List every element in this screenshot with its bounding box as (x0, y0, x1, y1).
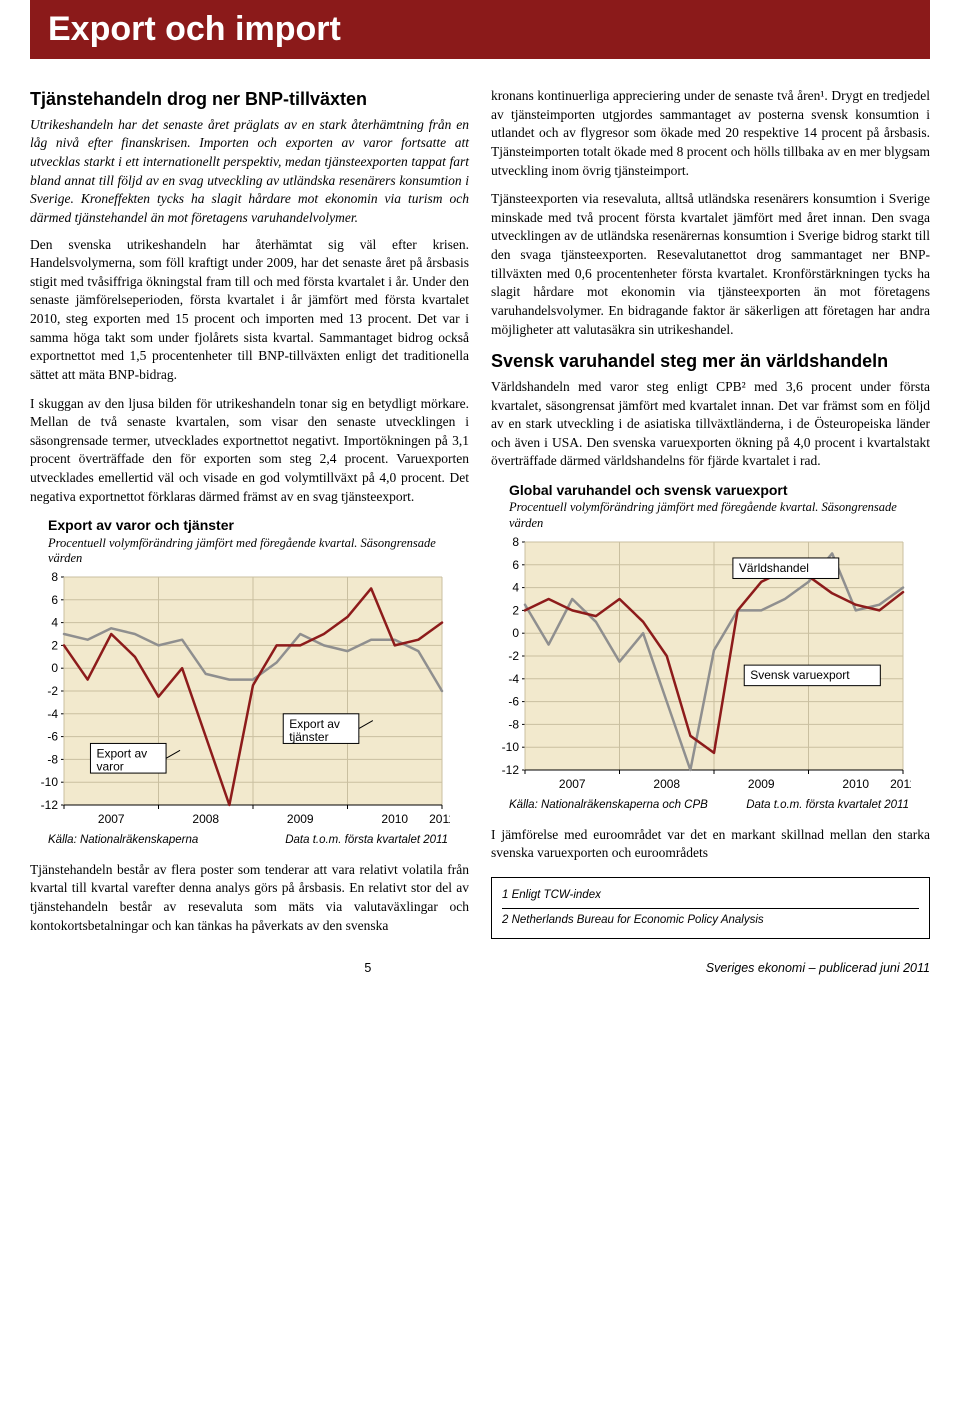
chart2-source-left: Källa: Nationalräkenskaperna och CPB (509, 798, 708, 814)
svg-text:Export av: Export av (289, 717, 340, 731)
svg-text:-8: -8 (508, 717, 519, 731)
svg-text:4: 4 (51, 615, 58, 629)
right-heading: Svensk varuhandel steg mer än världshand… (491, 349, 930, 374)
svg-text:varor: varor (96, 759, 123, 773)
svg-text:-4: -4 (508, 671, 519, 685)
svg-text:2009: 2009 (748, 777, 775, 791)
chart1-canvas-wrap: -12 -10 -8 -6 -4 -2 0 2 4 6 8 2007 2008 2009 2010 2011 E… (30, 571, 450, 831)
svg-text:2008: 2008 (192, 812, 219, 826)
chart1-subtitle: Procentuell volymförändring jämfört med … (48, 536, 469, 567)
right-p1: kronans kontinuerliga appreciering under… (491, 87, 930, 180)
svg-text:2008: 2008 (653, 777, 680, 791)
left-p1: Den svenska utrikeshandeln har återhämta… (30, 236, 469, 385)
svg-text:Export av: Export av (96, 746, 147, 760)
svg-text:2010: 2010 (381, 812, 408, 826)
svg-text:2010: 2010 (842, 777, 869, 791)
svg-text:2007: 2007 (559, 777, 586, 791)
svg-text:2011: 2011 (890, 777, 911, 791)
right-column: kronans kontinuerliga appreciering under… (491, 87, 930, 945)
chart1-source-left: Källa: Nationalräkenskaperna (48, 833, 198, 849)
chart2-source-row: Källa: Nationalräkenskaperna och CPB Dat… (509, 798, 909, 814)
chart1-svg: -12 -10 -8 -6 -4 -2 0 2 4 6 8 2007 2008 2009 2010 2011 E… (30, 571, 450, 831)
svg-text:2011: 2011 (429, 812, 450, 826)
svg-text:Svensk varuexport: Svensk varuexport (750, 668, 850, 682)
svg-text:-12: -12 (502, 763, 520, 777)
section-banner: Export och import (30, 0, 930, 59)
svg-text:-2: -2 (508, 649, 519, 663)
svg-text:-6: -6 (508, 694, 519, 708)
svg-text:0: 0 (512, 626, 519, 640)
svg-text:6: 6 (51, 593, 58, 607)
svg-text:Världshandel: Världshandel (739, 561, 809, 575)
left-after-chart: Tjänstehandeln består av flera poster so… (30, 861, 469, 936)
footnote-2: 2 Netherlands Bureau for Economic Policy… (502, 908, 919, 929)
svg-text:-10: -10 (502, 740, 520, 754)
svg-text:-12: -12 (41, 798, 59, 812)
svg-text:-8: -8 (47, 752, 58, 766)
svg-text:6: 6 (512, 557, 519, 571)
chart2-canvas-wrap: -12 -10 -8 -6 -4 -2 0 2 4 6 8 2007 2008 2009 2010 2011 V… (491, 536, 911, 796)
left-heading: Tjänstehandeln drog ner BNP-tillväxten (30, 87, 469, 112)
chart2-title: Global varuhandel och svensk varuexport (509, 481, 930, 500)
chart2-svg: -12 -10 -8 -6 -4 -2 0 2 4 6 8 2007 2008 2009 2010 2011 V… (491, 536, 911, 796)
svg-text:2007: 2007 (98, 812, 125, 826)
svg-text:0: 0 (51, 661, 58, 675)
svg-text:8: 8 (51, 571, 58, 584)
chart1-source-row: Källa: Nationalräkenskaperna Data t.o.m.… (48, 833, 448, 849)
publication-line: Sveriges ekonomi – publicerad juni 2011 (706, 961, 930, 975)
svg-text:-6: -6 (47, 729, 58, 743)
svg-text:4: 4 (512, 580, 519, 594)
svg-text:2: 2 (51, 638, 58, 652)
left-column: Tjänstehandeln drog ner BNP-tillväxten U… (30, 87, 469, 945)
chart2-source-right: Data t.o.m. första kvartalet 2011 (746, 798, 909, 814)
svg-text:-4: -4 (47, 707, 58, 721)
chart2-block: Global varuhandel och svensk varuexport … (491, 481, 930, 813)
two-column-layout: Tjänstehandeln drog ner BNP-tillväxten U… (30, 87, 930, 945)
footnote-box: 1 Enligt TCW-index 2 Netherlands Bureau … (491, 877, 930, 940)
left-intro: Utrikeshandeln har det senaste året präg… (30, 116, 469, 228)
svg-text:2: 2 (512, 603, 519, 617)
chart1-source-right: Data t.o.m. första kvartalet 2011 (285, 833, 448, 849)
svg-text:8: 8 (512, 536, 519, 549)
svg-text:-10: -10 (41, 775, 59, 789)
right-p3: Världshandeln med varor steg enligt CPB²… (491, 378, 930, 471)
right-p2: Tjänsteexporten via resevaluta, alltså u… (491, 190, 930, 339)
svg-text:2009: 2009 (287, 812, 314, 826)
chart2-subtitle: Procentuell volymförändring jämfört med … (509, 500, 930, 531)
page-number: 5 (364, 961, 371, 975)
svg-text:-2: -2 (47, 684, 58, 698)
right-after-chart: I jämförelse med euroområdet var det en … (491, 826, 930, 863)
footnote-1: 1 Enligt TCW-index (502, 888, 919, 904)
page-footer: 5 Sveriges ekonomi – publicerad juni 201… (30, 961, 930, 975)
chart1-block: Export av varor och tjänster Procentuell… (30, 516, 469, 848)
left-p2: I skuggan av den ljusa bilden för utrike… (30, 395, 469, 507)
svg-text:tjänster: tjänster (289, 730, 328, 744)
chart1-title: Export av varor och tjänster (48, 516, 469, 535)
